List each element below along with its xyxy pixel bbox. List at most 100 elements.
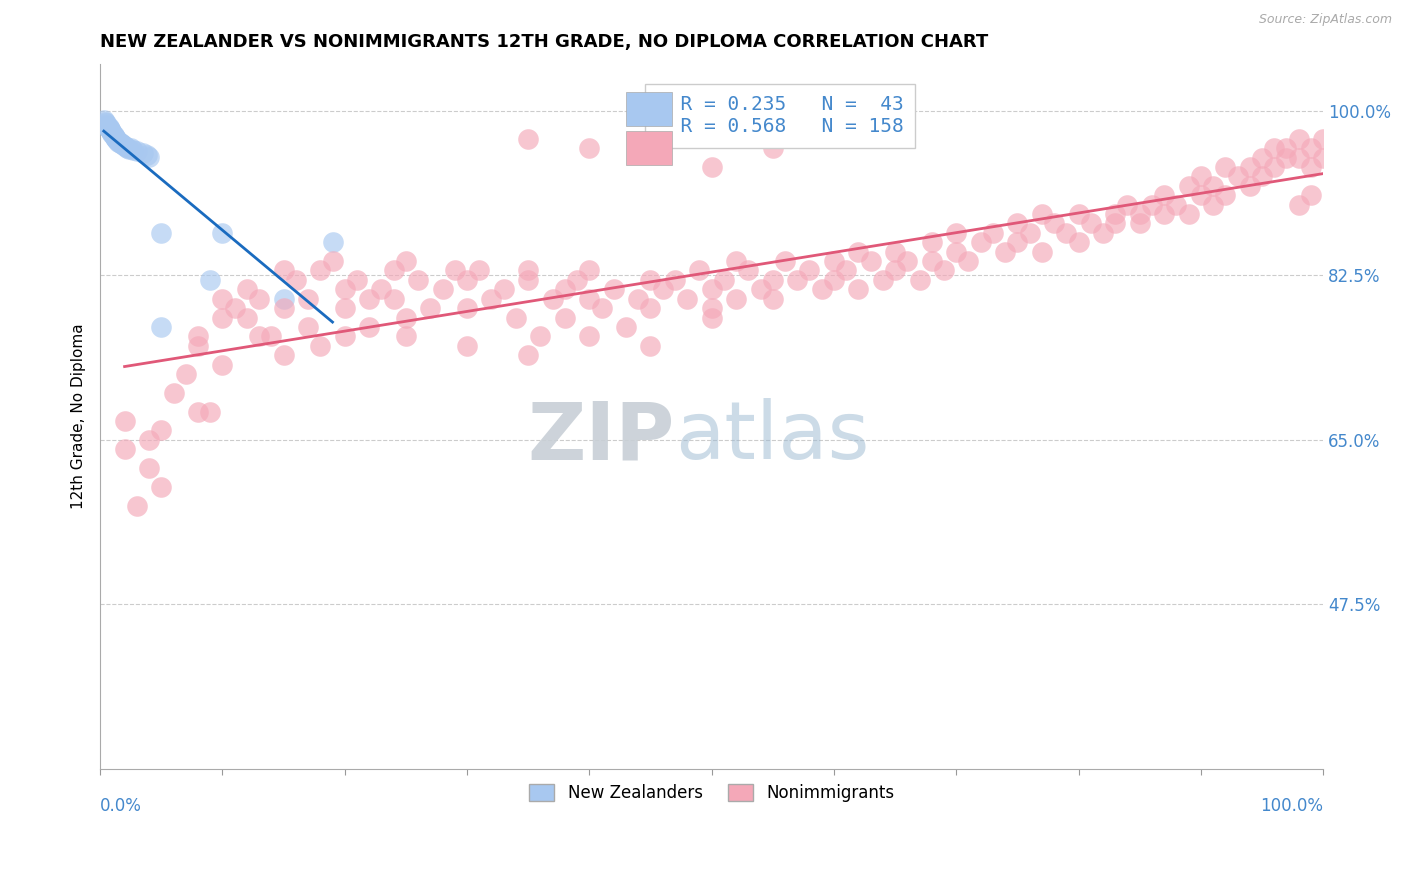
Point [1189, 188, 1212, 202]
Point [395, 310, 418, 325]
Point [884, 263, 907, 277]
Point [432, 282, 454, 296]
Point [247, 329, 270, 343]
Point [110, 136, 132, 151]
Point [150, 320, 173, 334]
Point [108, 136, 131, 150]
Point [737, 263, 759, 277]
Point [921, 254, 943, 268]
Point [921, 235, 943, 250]
Point [138, 433, 160, 447]
Point [1251, 151, 1274, 165]
Point [101, 127, 124, 141]
Point [529, 329, 551, 343]
Point [725, 254, 748, 268]
Point [211, 226, 233, 240]
Point [725, 292, 748, 306]
Text: 100.0%: 100.0% [1260, 797, 1323, 815]
Point [111, 137, 134, 152]
Point [395, 329, 418, 343]
Point [98, 122, 121, 136]
Point [94, 115, 117, 129]
Point [1116, 197, 1139, 211]
Point [700, 310, 723, 325]
Point [1043, 216, 1066, 230]
Point [603, 282, 626, 296]
Point [773, 254, 796, 268]
Point [1166, 197, 1188, 211]
Text: ZIP: ZIP [527, 399, 675, 476]
Point [896, 254, 918, 268]
Point [1312, 151, 1334, 165]
Point [138, 461, 160, 475]
Point [1129, 216, 1152, 230]
Point [884, 244, 907, 259]
Point [1288, 132, 1310, 146]
Point [200, 404, 222, 418]
Point [517, 348, 540, 362]
Point [1018, 226, 1040, 240]
Point [517, 263, 540, 277]
Point [125, 144, 148, 158]
Point [640, 339, 662, 353]
Point [118, 142, 141, 156]
Point [627, 292, 650, 306]
Point [664, 273, 686, 287]
Point [713, 273, 735, 287]
Point [1288, 197, 1310, 211]
Point [994, 244, 1017, 259]
Point [970, 235, 993, 250]
Point [481, 292, 503, 306]
Point [101, 126, 124, 140]
Point [309, 339, 332, 353]
Point [1299, 188, 1322, 202]
Point [104, 129, 127, 144]
FancyBboxPatch shape [626, 131, 672, 165]
Point [132, 145, 155, 160]
Text: Source: ZipAtlas.com: Source: ZipAtlas.com [1258, 13, 1392, 27]
Point [346, 273, 368, 287]
Point [823, 254, 845, 268]
Point [211, 358, 233, 372]
Point [1189, 169, 1212, 184]
Point [103, 128, 125, 143]
Point [96, 120, 118, 135]
Point [554, 282, 576, 296]
Point [97, 120, 120, 134]
Point [122, 143, 145, 157]
Point [333, 301, 356, 315]
Point [114, 414, 136, 428]
Point [578, 263, 600, 277]
Point [120, 141, 142, 155]
Point [104, 131, 127, 145]
Point [96, 116, 118, 130]
Point [443, 263, 465, 277]
Point [359, 292, 381, 306]
Point [187, 404, 209, 418]
Point [1177, 178, 1199, 193]
Point [1251, 169, 1274, 184]
Point [640, 141, 662, 155]
Point [105, 132, 128, 146]
Point [150, 480, 173, 494]
Point [333, 329, 356, 343]
Point [135, 147, 157, 161]
Point [554, 310, 576, 325]
Legend: New Zealanders, Nonimmigrants: New Zealanders, Nonimmigrants [520, 775, 903, 810]
Point [96, 118, 118, 132]
Point [1031, 244, 1053, 259]
Point [591, 301, 613, 315]
Point [786, 273, 808, 287]
Point [492, 282, 515, 296]
Point [105, 132, 128, 146]
Point [125, 499, 148, 513]
Point [100, 125, 122, 139]
Point [1007, 235, 1029, 250]
Point [107, 134, 129, 148]
Point [150, 424, 173, 438]
Point [762, 141, 785, 155]
Point [848, 244, 870, 259]
Text: 0.0%: 0.0% [100, 797, 142, 815]
Point [150, 226, 173, 240]
Point [578, 141, 600, 155]
